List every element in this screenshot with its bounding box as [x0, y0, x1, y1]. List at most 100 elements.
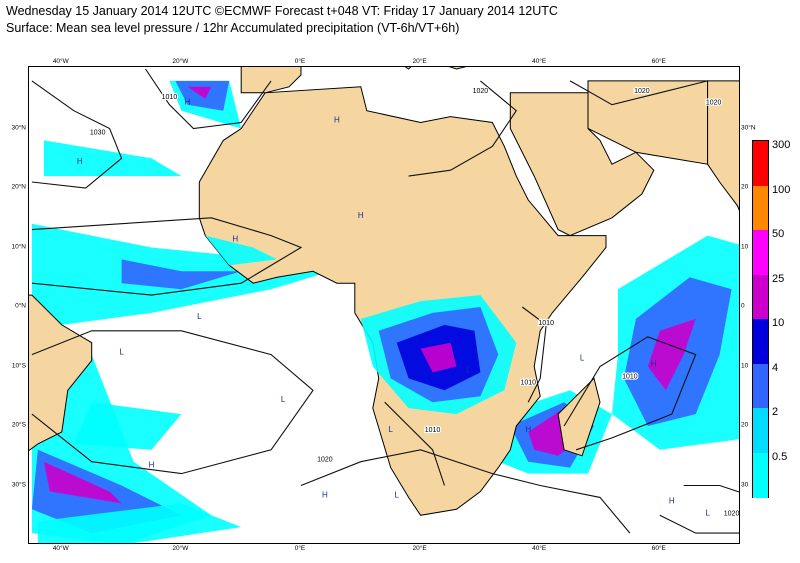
precip-band: [43, 140, 182, 177]
legend-label: 25: [772, 272, 785, 285]
low-pressure-marker: L: [197, 312, 202, 321]
longitude-tick-bottom: 40°E: [532, 545, 547, 552]
precipitation-legend-bar: [752, 140, 769, 498]
precip-band: [420, 342, 457, 373]
latitude-tick-right: 30°N: [741, 124, 756, 131]
legend-label: 0.5: [772, 450, 788, 463]
legend-color-step: [753, 363, 768, 409]
high-pressure-marker: H: [322, 490, 328, 499]
precip-band: [121, 259, 242, 290]
low-pressure-marker: L: [394, 490, 399, 499]
isobar-label: 1010: [425, 427, 441, 434]
longitude-tick-bottom: 0°E: [294, 545, 306, 552]
longitude-tick-top: 40°W: [52, 58, 69, 65]
africa-landmass: [198, 86, 607, 516]
isobar-line: [31, 330, 314, 475]
low-pressure-marker: L: [580, 354, 585, 363]
legend-color-step: [753, 452, 768, 498]
south-america-landmass: [29, 294, 93, 452]
latitude-tick-left: 10°N: [11, 243, 26, 250]
latitude-tick-left: 20°N: [11, 183, 26, 191]
high-pressure-marker: H: [525, 425, 531, 434]
legend-color-step: [753, 185, 768, 231]
legend-color-step: [753, 274, 768, 320]
precip-band: [205, 235, 278, 266]
isobar-line: [145, 68, 272, 130]
latitude-tick-left: 30°S: [11, 481, 26, 488]
low-pressure-marker: L: [119, 348, 124, 357]
longitude-tick-top: 20°W: [172, 58, 189, 65]
isobar-line: [31, 80, 123, 189]
forecast-subtitle: Surface: Mean sea level pressure / 12hr …: [6, 21, 460, 35]
high-pressure-marker: H: [669, 496, 675, 505]
precip-band: [37, 503, 242, 543]
precip-band: [187, 86, 212, 99]
isobar-label: 1020: [724, 510, 739, 517]
isobar-line: [300, 449, 631, 534]
high-pressure-marker: H: [358, 211, 364, 220]
legend-label: 10: [772, 317, 785, 329]
map-canvas: 1010 1030 1020 1020 1020 1010 1010 1010 1010 1020…: [29, 67, 739, 543]
legend-color-step: [753, 319, 768, 364]
high-pressure-marker: H: [184, 98, 190, 107]
arabia-landmass: [509, 92, 655, 237]
high-pressure-marker: H: [149, 461, 155, 470]
low-pressure-marker: L: [388, 425, 393, 434]
latitude-tick-left: 0°N: [15, 302, 26, 310]
longitude-tick-bottom: 40°W: [52, 545, 69, 552]
forecast-title: Wednesday 15 January 2014 12UTC ©ECMWF F…: [6, 4, 558, 18]
longitude-tick-top: 40°E: [532, 58, 547, 65]
high-pressure-marker: H: [334, 116, 340, 125]
isobar-label: 1020: [317, 457, 333, 464]
legend-color-step: [753, 141, 768, 186]
isobar-line: [563, 336, 697, 451]
high-pressure-marker: H: [77, 157, 83, 166]
latitude-tick-left: 10°S: [11, 362, 26, 369]
latitude-tick-right: 20: [741, 183, 749, 191]
isobar-label: 1010: [622, 373, 638, 380]
isobar-label: 1020: [473, 88, 489, 95]
isobar-line: [384, 401, 446, 486]
high-pressure-marker: H: [232, 235, 238, 244]
latitude-tick-right: 20: [741, 421, 749, 429]
isobar-line: [569, 80, 708, 106]
isobar-label: 1030: [90, 129, 106, 136]
legend-label: 50: [772, 228, 785, 240]
latitude-tick-right: 10: [741, 243, 749, 250]
precip-band: [43, 461, 122, 504]
isobar-line: [659, 484, 739, 534]
isobar-line: [521, 306, 547, 403]
longitude-tick-top: 60°E: [651, 58, 666, 65]
isobar-label: 1010: [538, 320, 554, 327]
latitude-tick-left: 20°S: [11, 421, 26, 429]
longitude-tick-bottom: 20°E: [412, 545, 427, 552]
legend-color-step: [753, 408, 768, 453]
latitude-tick-right: 0: [741, 302, 745, 310]
high-pressure-marker: H: [651, 360, 657, 369]
latitude-tick-right: 10: [741, 362, 749, 369]
low-pressure-marker: L: [466, 365, 471, 374]
europe-landmass: [404, 67, 467, 70]
latitude-tick-right: 30: [741, 481, 749, 488]
legend-color-step: [753, 230, 768, 275]
low-pressure-marker: L: [281, 395, 286, 404]
madagascar-landmass: [557, 377, 601, 457]
isobar-label: 1020: [706, 100, 722, 107]
longitude-tick-bottom: 20°W: [172, 545, 189, 552]
legend-label: 2: [772, 406, 779, 418]
precip-band: [73, 402, 182, 450]
longitude-tick-top: 20°E: [412, 58, 427, 65]
isobar-label: 1010: [162, 94, 178, 101]
longitude-tick-top: 0°E: [294, 58, 306, 65]
legend-label: 300: [772, 139, 791, 151]
latitude-tick-left: 30°N: [11, 124, 26, 131]
legend-label: 4: [772, 361, 779, 374]
iberia-landmass: [240, 67, 302, 94]
isobar-label: 1020: [634, 88, 650, 95]
longitude-tick-bottom: 60°E: [651, 545, 666, 552]
isobar-label: 1010: [520, 379, 536, 386]
forecast-map[interactable]: 1010 1030 1020 1020 1020 1010 1010 1010 1010 1020…: [28, 66, 740, 544]
low-pressure-marker: L: [705, 508, 710, 517]
isobar-line: [31, 217, 303, 296]
precip-band: [647, 318, 696, 391]
